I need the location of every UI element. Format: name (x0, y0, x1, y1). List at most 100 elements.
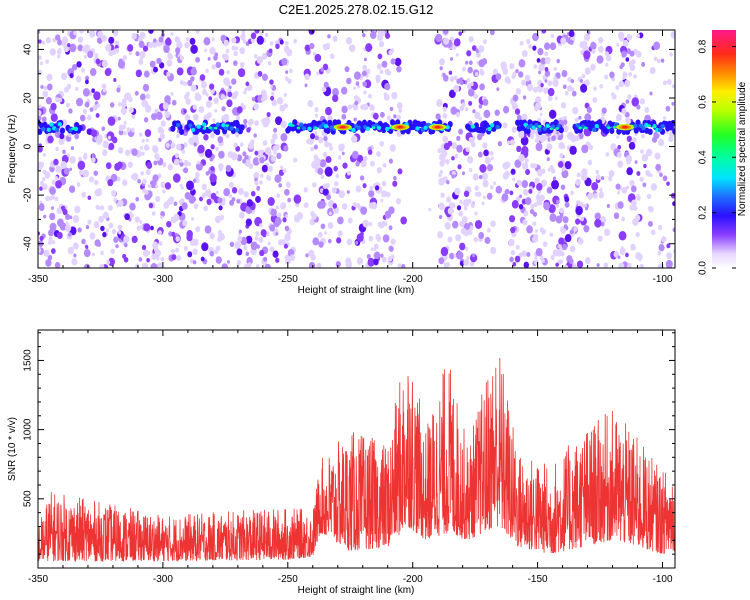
signal-band-core (549, 127, 554, 131)
spectrogram-speck (284, 188, 290, 196)
spectrogram-speck (660, 58, 665, 63)
spectrogram-speck (76, 61, 82, 68)
spectrogram-speck (366, 253, 371, 260)
spectrogram-speck (190, 44, 198, 54)
spectrogram-speck (245, 218, 252, 227)
colorbar-label: Normalized spectral amplitude (737, 81, 748, 216)
spectrogram-speck (209, 46, 216, 55)
spectrogram-speck (548, 204, 556, 214)
signal-peak (622, 125, 629, 129)
spectrogram-speck (560, 37, 567, 45)
spectrogram-speck (596, 263, 600, 267)
spectrogram-speck (68, 232, 72, 237)
spectrogram-speck (629, 179, 635, 187)
spectrogram-speck (87, 219, 92, 225)
spectrogram-speck (254, 236, 259, 241)
spectrogram-speck (197, 144, 205, 154)
spectrogram-speck (303, 202, 309, 209)
spectrogram-speck (137, 179, 141, 184)
spectrogram-speck (76, 97, 84, 107)
spectrogram-speck (274, 174, 282, 183)
spectrogram-speck (81, 191, 87, 198)
spectrogram-speck (388, 245, 394, 252)
spectrogram-speck (269, 41, 274, 46)
spectrogram-speck (325, 42, 331, 49)
spectrogram-speck (466, 78, 471, 83)
spectrogram-speck (559, 153, 564, 159)
spectrogram-speck (486, 192, 493, 200)
spectrogram-speck (593, 192, 598, 199)
spectrogram-speck (228, 193, 233, 199)
signal-band-core (196, 124, 201, 129)
spectrogram-speck (555, 203, 560, 208)
signal-band-core (318, 124, 323, 130)
spectrogram-speck (597, 235, 603, 242)
spectrogram-speck (373, 258, 379, 266)
spectrogram-speck (442, 113, 448, 119)
spectrogram-speck (601, 107, 607, 114)
spectrogram-speck (473, 236, 478, 243)
spectrogram-speck (214, 215, 222, 224)
spectrogram-speck (55, 34, 61, 41)
spectrogram-speck (666, 78, 672, 85)
spectrogram-speck (304, 44, 311, 52)
spectrogram-speck (631, 137, 637, 144)
spectrogram-speck (54, 261, 61, 268)
spectrogram-speck (284, 225, 290, 232)
spectrogram-speck (171, 254, 177, 261)
spectrogram-speck (83, 54, 87, 59)
spectrogram-speck (45, 59, 49, 64)
spectrogram-speck (326, 194, 332, 201)
spectrogram-speck (116, 176, 121, 182)
spectrogram-speck (633, 74, 637, 79)
spectrogram-speck (452, 220, 459, 229)
spectrogram-speck (49, 48, 56, 56)
spectrogram-speck (225, 164, 232, 172)
spectrogram-speck (392, 180, 398, 187)
signal-band-mark (170, 125, 176, 132)
spectrogram-speck (546, 186, 553, 194)
spectrogram-speck (458, 210, 464, 217)
spectrogram-speck (183, 159, 189, 167)
spectrogram-speck (248, 163, 254, 170)
spectrogram-speck (621, 216, 626, 222)
spectrogram-speck (544, 70, 551, 77)
signal-band-mark (77, 124, 83, 132)
spectrogram-speck (87, 50, 94, 59)
spectrogram-speck (162, 102, 169, 110)
spectrogram-speck (467, 66, 473, 74)
spectrogram-speck (163, 201, 170, 209)
spectrogram-speck (56, 218, 64, 227)
spectrogram-speck (367, 93, 372, 99)
spectrogram-speck (111, 228, 117, 235)
spectrogram-speck (222, 53, 229, 61)
spectrogram-speck (606, 204, 610, 208)
snr-xtick-label: -200 (403, 574, 423, 585)
spectrogram-speck (639, 176, 644, 182)
spectrogram-speck (148, 30, 154, 34)
spectrogram-speck (184, 191, 191, 200)
spectrogram-x-ticks: -350 -300 -250 -200 -150 -100 (28, 30, 673, 285)
spectrogram-speck (142, 45, 149, 52)
spectrogram-speck (60, 165, 64, 170)
spectrogram-speck (587, 159, 593, 166)
spectrogram-speck (575, 135, 580, 142)
spectrogram-speck (470, 82, 474, 87)
spectrogram-speck (380, 253, 384, 258)
snr-y-label: SNR (10 * v/v) (7, 417, 18, 481)
spectrogram-speck (490, 156, 494, 161)
spectrogram-speck (530, 203, 535, 210)
spectrogram-speck (155, 195, 161, 203)
snr-xtick-label: -350 (28, 574, 48, 585)
spectrogram-speck (463, 229, 469, 237)
spectrogram-speck (552, 176, 557, 181)
spectrogram-speck (374, 185, 380, 191)
spectrogram-speck (617, 160, 624, 168)
spectrogram-speck (475, 51, 481, 58)
spectrogram-speck (311, 213, 317, 220)
spectrogram-speck (55, 97, 60, 103)
spectrogram-speck (139, 224, 144, 229)
signal-band-core (215, 122, 221, 127)
signal-band-core (229, 126, 234, 131)
spectrogram-speck (186, 233, 193, 242)
